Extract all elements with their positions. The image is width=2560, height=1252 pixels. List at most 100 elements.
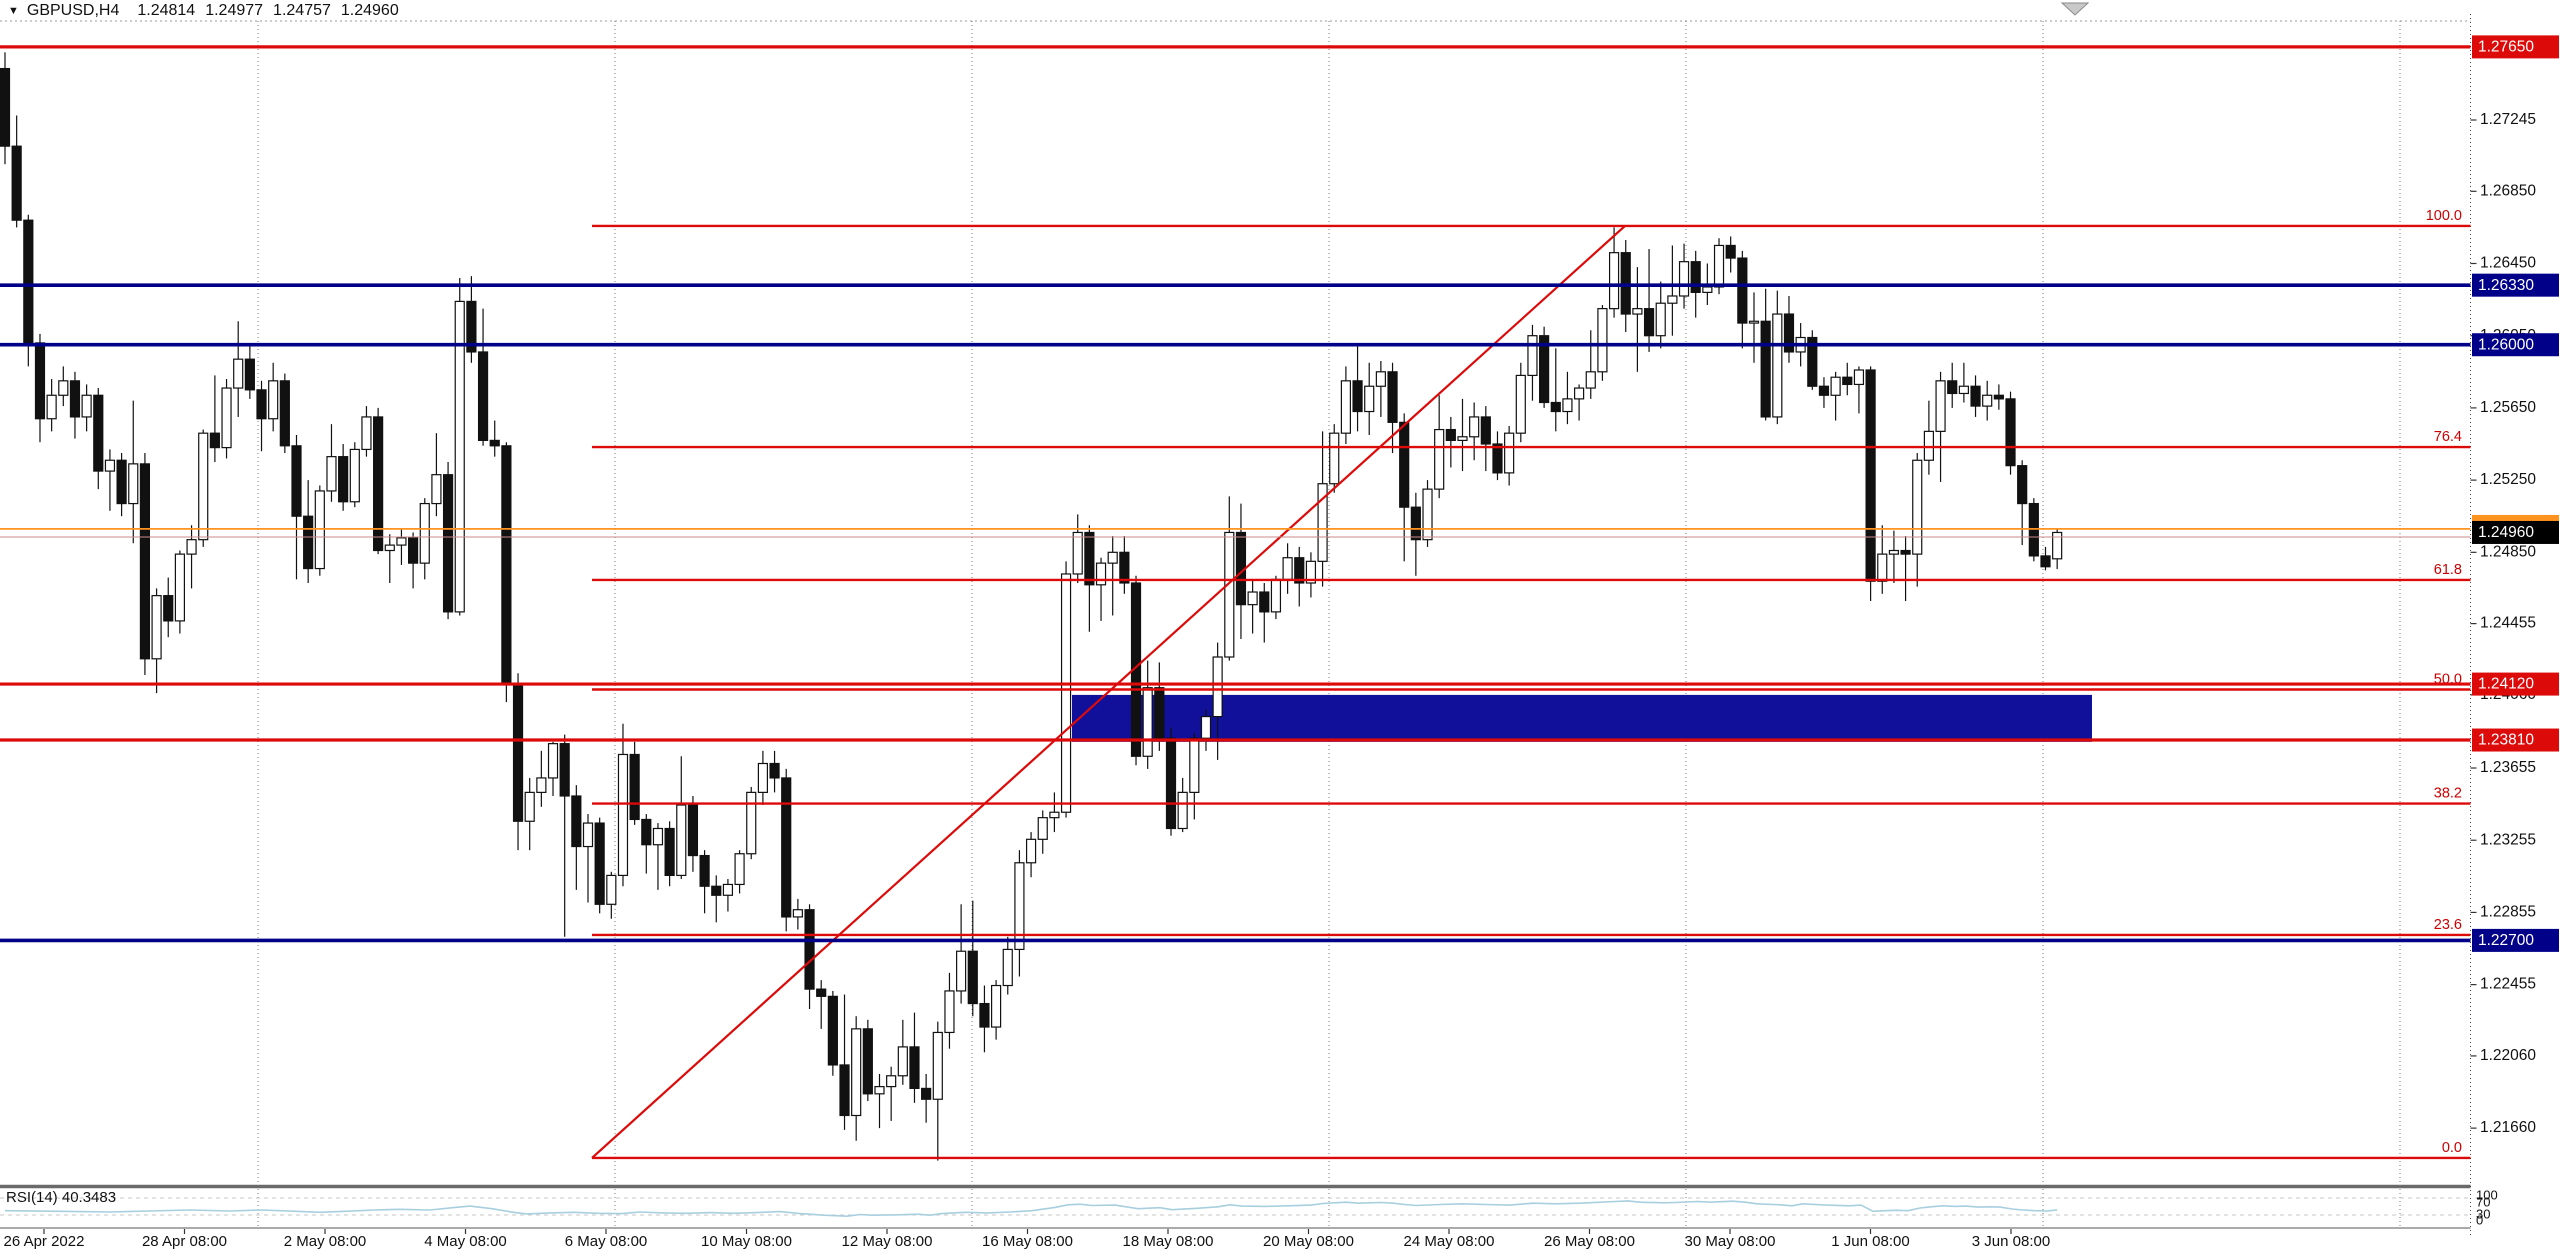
date-tick-label: 16 May 08:00 [982, 1233, 1073, 1250]
candle-body [874, 1086, 885, 1095]
candle-body [454, 300, 465, 613]
candle-body [1643, 308, 1655, 337]
candle-body [769, 762, 780, 779]
date-tick-label: 20 May 08:00 [1263, 1233, 1354, 1250]
rsi-scale-label: 100 [2476, 1187, 2498, 1202]
candle-body [944, 990, 955, 1034]
candle-body [1457, 436, 1468, 441]
price-tick-label: 1.22455 [2480, 976, 2536, 993]
candle-body [1119, 551, 1130, 584]
candle-body [1958, 385, 1969, 395]
candle-body [1655, 302, 1666, 337]
price-tick-label: 1.22855 [2480, 904, 2536, 921]
ohlc-low: 1.24757 [273, 2, 331, 19]
candle-body [1340, 380, 1352, 434]
candle-body [909, 1046, 920, 1090]
candle-body [431, 474, 442, 505]
fib-trendline[interactable] [591, 225, 1626, 1159]
candle-body [990, 984, 1002, 1028]
candle-body [1737, 257, 1748, 324]
rsi-scale-label: 70 [2476, 1194, 2490, 1209]
candle-body [1014, 862, 1025, 951]
candle-body [81, 394, 92, 418]
symbol-dropdown-icon[interactable]: ▼ [8, 5, 19, 17]
candle-body [1678, 261, 1690, 297]
candle-body [279, 380, 290, 447]
candle-body [1364, 385, 1375, 413]
candle-body [186, 539, 197, 555]
candle-body [268, 380, 279, 420]
candle-body [2052, 531, 2063, 560]
candle-body [1259, 591, 1270, 613]
candle-body [34, 342, 46, 420]
candle-body [1585, 371, 1596, 389]
candle-body [524, 791, 535, 822]
candle-body [641, 818, 652, 846]
candle-body [722, 883, 734, 896]
candle-body [1037, 817, 1048, 840]
candle-body [862, 1028, 873, 1095]
candle-body [652, 827, 664, 846]
candle-body [244, 358, 255, 391]
candle-body [1853, 369, 1865, 386]
rsi-scale-label: 30 [2476, 1206, 2490, 1221]
level-price-badge [2472, 333, 2559, 357]
candle-body [174, 553, 185, 622]
level-price-badge [2472, 672, 2559, 696]
price-badge-label: 1.22700 [2478, 932, 2534, 949]
candle-body [1515, 374, 1526, 434]
candle-body [361, 416, 372, 451]
candle-body [1912, 459, 1923, 555]
candle-body [886, 1075, 897, 1088]
candle-body [477, 351, 489, 441]
date-tick-label: 12 May 08:00 [842, 1233, 933, 1250]
candle-body [1877, 553, 1888, 582]
level-price-badge [2472, 35, 2559, 59]
price-badge-label: 1.24960 [2478, 524, 2534, 541]
price-badge-label: 1.26330 [2478, 277, 2534, 294]
price-tick-label: 1.25250 [2480, 471, 2536, 488]
level-price-badge [2472, 273, 2559, 297]
candle-body [1702, 286, 1713, 293]
candle-body [1772, 313, 1783, 418]
candle-body [489, 439, 500, 447]
candle-body [291, 445, 302, 517]
candle-body [501, 445, 512, 685]
chart-shift-marker-icon[interactable] [2060, 2, 2090, 16]
candle-body [512, 683, 524, 822]
candle-body [839, 1064, 850, 1117]
candle-body [2005, 398, 2016, 467]
price-tick-label: 1.27245 [2480, 111, 2536, 128]
candle-body [1842, 376, 1853, 386]
candle-body [1982, 394, 1993, 407]
candle-body [699, 854, 710, 887]
candle-body [559, 743, 570, 797]
fib-level-label: 38.2 [2434, 786, 2462, 802]
candle-body [0, 67, 11, 147]
fib-level-label: 23.6 [2434, 917, 2462, 933]
candle-body [1025, 838, 1037, 864]
date-tick-label: 26 May 08:00 [1544, 1233, 1635, 1250]
candle-body [1387, 371, 1398, 423]
price-tick-label: 1.23655 [2480, 759, 2536, 776]
candle-body [897, 1046, 908, 1077]
candle-body [1550, 401, 1561, 413]
candle-body [1130, 582, 1142, 757]
date-tick-label: 24 May 08:00 [1404, 1233, 1495, 1250]
ohlc-close: 1.24960 [340, 2, 399, 19]
date-tick-label: 1 Jun 08:00 [1831, 1233, 1909, 1250]
candle-body [1329, 432, 1340, 485]
supply-demand-rectangle[interactable] [1072, 694, 2092, 742]
candle-body [734, 853, 745, 886]
candle-body [1713, 244, 1725, 288]
candle-body [1690, 261, 1701, 293]
candle-body [676, 804, 687, 877]
candle-body [921, 1087, 932, 1100]
candle-body [1573, 387, 1585, 400]
candle-body [547, 743, 559, 779]
price-badge-label: 1.23810 [2478, 732, 2534, 749]
candle-body [1620, 252, 1631, 315]
candle-body [1865, 369, 1876, 582]
ohlc-high: 1.24977 [205, 2, 264, 19]
